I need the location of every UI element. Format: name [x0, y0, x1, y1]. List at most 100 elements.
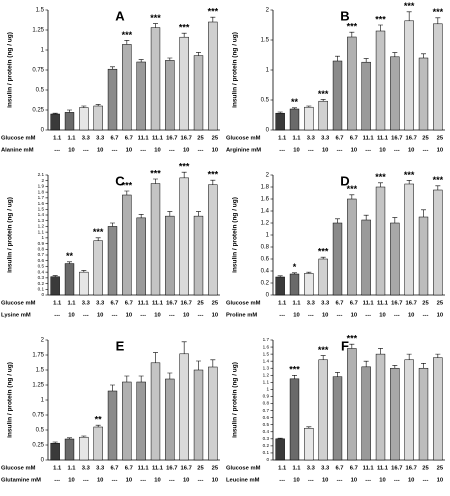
x-tick-label: 16.7 — [406, 466, 417, 472]
error-bar — [406, 11, 412, 21]
x-tick-label: 11.1 — [363, 466, 375, 472]
error-bar — [349, 194, 355, 199]
error-bar — [306, 271, 312, 274]
error-bar — [81, 270, 87, 273]
bar — [375, 30, 386, 131]
bar — [347, 198, 357, 296]
x-tick-label: 6.7 — [350, 466, 358, 472]
significance: *** — [208, 170, 219, 180]
bar — [332, 222, 343, 296]
x-tick-label: 16.7 — [181, 466, 192, 472]
bar — [361, 366, 371, 461]
x-tick-label: 10 — [97, 478, 103, 484]
error-bar — [110, 384, 115, 391]
error-bar — [67, 437, 72, 439]
y-tick-label: 1.2 — [263, 373, 270, 378]
panel-title: C — [115, 173, 125, 188]
x-tick-label: 25 — [437, 136, 444, 142]
row-label: Glucose mM — [226, 301, 261, 307]
bar — [361, 219, 371, 296]
y-tick-label: 1.4 — [38, 212, 45, 217]
significance: *** — [347, 184, 358, 194]
y-tick-label: 0.4 — [38, 269, 45, 274]
error-bar — [153, 352, 158, 363]
bar — [64, 438, 75, 461]
y-tick-label: 0.6 — [261, 257, 270, 263]
error-bar — [210, 16, 216, 22]
significance: *** — [318, 247, 329, 257]
error-bar — [95, 237, 101, 241]
y-tick-label: 1.5 — [36, 8, 45, 14]
y-tick-label: 1.8 — [38, 189, 45, 194]
row-label: Glutamine mM — [1, 478, 41, 484]
bar — [208, 184, 218, 296]
y-tick-label: 0 — [41, 292, 44, 297]
error-bar — [167, 57, 173, 61]
x-tick-label: 25 — [422, 466, 429, 472]
y-tick-label: 1.2 — [38, 224, 45, 229]
x-tick-label: 10 — [322, 148, 328, 154]
error-bar — [292, 107, 297, 109]
significance: *** — [122, 180, 133, 190]
x-tick-label: 1.1 — [67, 466, 76, 472]
error-bar — [167, 211, 173, 217]
y-tick-label: 1.25 — [32, 28, 44, 34]
x-tick-label: --- — [198, 148, 204, 154]
bar — [318, 258, 328, 296]
error-bar — [335, 55, 340, 61]
bar — [122, 44, 132, 131]
error-bar — [406, 353, 412, 360]
significance: *** — [179, 162, 190, 172]
bar — [179, 36, 189, 131]
row-label: Leucine mM — [226, 478, 260, 484]
bar — [318, 100, 328, 131]
x-tick-label: 6.7 — [350, 136, 358, 142]
error-bar — [392, 217, 398, 223]
x-tick-label: 10 — [126, 478, 132, 484]
x-tick-label: --- — [112, 313, 118, 319]
error-bar — [67, 261, 72, 264]
bar — [390, 367, 400, 461]
bar — [375, 186, 386, 296]
x-tick-label: 1.1 — [53, 136, 62, 142]
y-tick-label: 0.25 — [32, 443, 44, 449]
x-tick-label: 1.1 — [278, 301, 287, 307]
error-bar — [81, 105, 87, 108]
x-tick-label: 10 — [154, 148, 160, 154]
bar — [304, 427, 314, 461]
x-tick-label: 3.3 — [321, 466, 330, 472]
bar — [208, 366, 218, 461]
error-bar — [378, 182, 383, 187]
x-tick-label: 6.7 — [125, 301, 133, 307]
x-tick-label: 1.1 — [53, 466, 62, 472]
y-tick-label: 0.8 — [261, 245, 270, 251]
significance: ** — [66, 251, 74, 261]
bar — [150, 27, 161, 131]
bar — [318, 359, 328, 461]
bar — [165, 215, 175, 296]
bar — [179, 177, 189, 296]
x-tick-label: --- — [308, 148, 314, 154]
bar — [361, 61, 371, 131]
error-bar — [52, 275, 58, 277]
y-tick-label: 1.3 — [38, 218, 45, 223]
x-tick-label: --- — [279, 148, 285, 154]
x-tick-label: --- — [83, 313, 89, 319]
error-bar — [435, 353, 441, 358]
bar — [50, 113, 60, 131]
x-tick-label: --- — [54, 478, 60, 484]
y-tick-label: 0.3 — [38, 275, 45, 280]
error-bar — [210, 179, 216, 185]
x-tick-label: 25 — [212, 301, 219, 307]
panel-title: F — [341, 338, 349, 353]
bar — [304, 273, 314, 296]
x-tick-label: 3.3 — [307, 466, 316, 472]
bar — [122, 194, 132, 296]
x-tick-label: 10 — [154, 478, 160, 484]
bar — [390, 222, 400, 296]
bar — [275, 112, 285, 131]
y-tick-label: 0.9 — [263, 394, 270, 399]
x-tick-label: --- — [198, 313, 204, 319]
significance: *** — [150, 168, 161, 178]
